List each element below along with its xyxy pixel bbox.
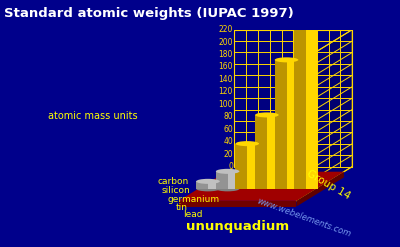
Polygon shape bbox=[294, 9, 318, 189]
Text: tin: tin bbox=[176, 203, 188, 212]
Ellipse shape bbox=[216, 169, 240, 174]
Polygon shape bbox=[236, 144, 247, 189]
Text: 160: 160 bbox=[218, 62, 233, 71]
Polygon shape bbox=[255, 115, 279, 189]
Polygon shape bbox=[275, 60, 286, 189]
Polygon shape bbox=[255, 115, 267, 189]
Text: 220: 220 bbox=[218, 25, 233, 34]
Polygon shape bbox=[296, 30, 352, 201]
Text: carbon: carbon bbox=[158, 177, 189, 186]
Polygon shape bbox=[294, 9, 306, 189]
Text: Group 14: Group 14 bbox=[305, 169, 352, 202]
Text: www.webelements.com: www.webelements.com bbox=[256, 196, 352, 239]
Polygon shape bbox=[296, 172, 344, 206]
Ellipse shape bbox=[196, 179, 220, 184]
Polygon shape bbox=[216, 171, 240, 189]
Text: 60: 60 bbox=[223, 125, 233, 134]
Polygon shape bbox=[179, 201, 296, 206]
Text: 20: 20 bbox=[223, 150, 233, 159]
Text: 0: 0 bbox=[228, 162, 233, 171]
Text: 140: 140 bbox=[218, 75, 233, 84]
Text: 200: 200 bbox=[218, 38, 233, 47]
Text: Standard atomic weights (IUPAC 1997): Standard atomic weights (IUPAC 1997) bbox=[4, 7, 294, 21]
Polygon shape bbox=[236, 144, 259, 189]
Polygon shape bbox=[275, 60, 298, 189]
Text: lead: lead bbox=[183, 210, 203, 219]
Text: germanium: germanium bbox=[167, 195, 219, 204]
Ellipse shape bbox=[236, 141, 259, 146]
Text: atomic mass units: atomic mass units bbox=[48, 111, 138, 121]
Text: ununquadium: ununquadium bbox=[186, 220, 289, 232]
Polygon shape bbox=[179, 172, 344, 201]
Ellipse shape bbox=[255, 112, 279, 118]
Text: 40: 40 bbox=[223, 137, 233, 146]
Ellipse shape bbox=[216, 186, 240, 191]
Polygon shape bbox=[234, 30, 352, 166]
Text: 100: 100 bbox=[218, 100, 233, 109]
Ellipse shape bbox=[275, 57, 298, 62]
Ellipse shape bbox=[196, 186, 220, 191]
Text: 80: 80 bbox=[223, 112, 233, 121]
Polygon shape bbox=[196, 181, 220, 189]
Polygon shape bbox=[216, 171, 228, 189]
Text: silicon: silicon bbox=[162, 186, 191, 195]
Text: 180: 180 bbox=[218, 50, 233, 59]
Polygon shape bbox=[196, 181, 208, 189]
Text: 120: 120 bbox=[218, 87, 233, 96]
Ellipse shape bbox=[294, 6, 318, 11]
